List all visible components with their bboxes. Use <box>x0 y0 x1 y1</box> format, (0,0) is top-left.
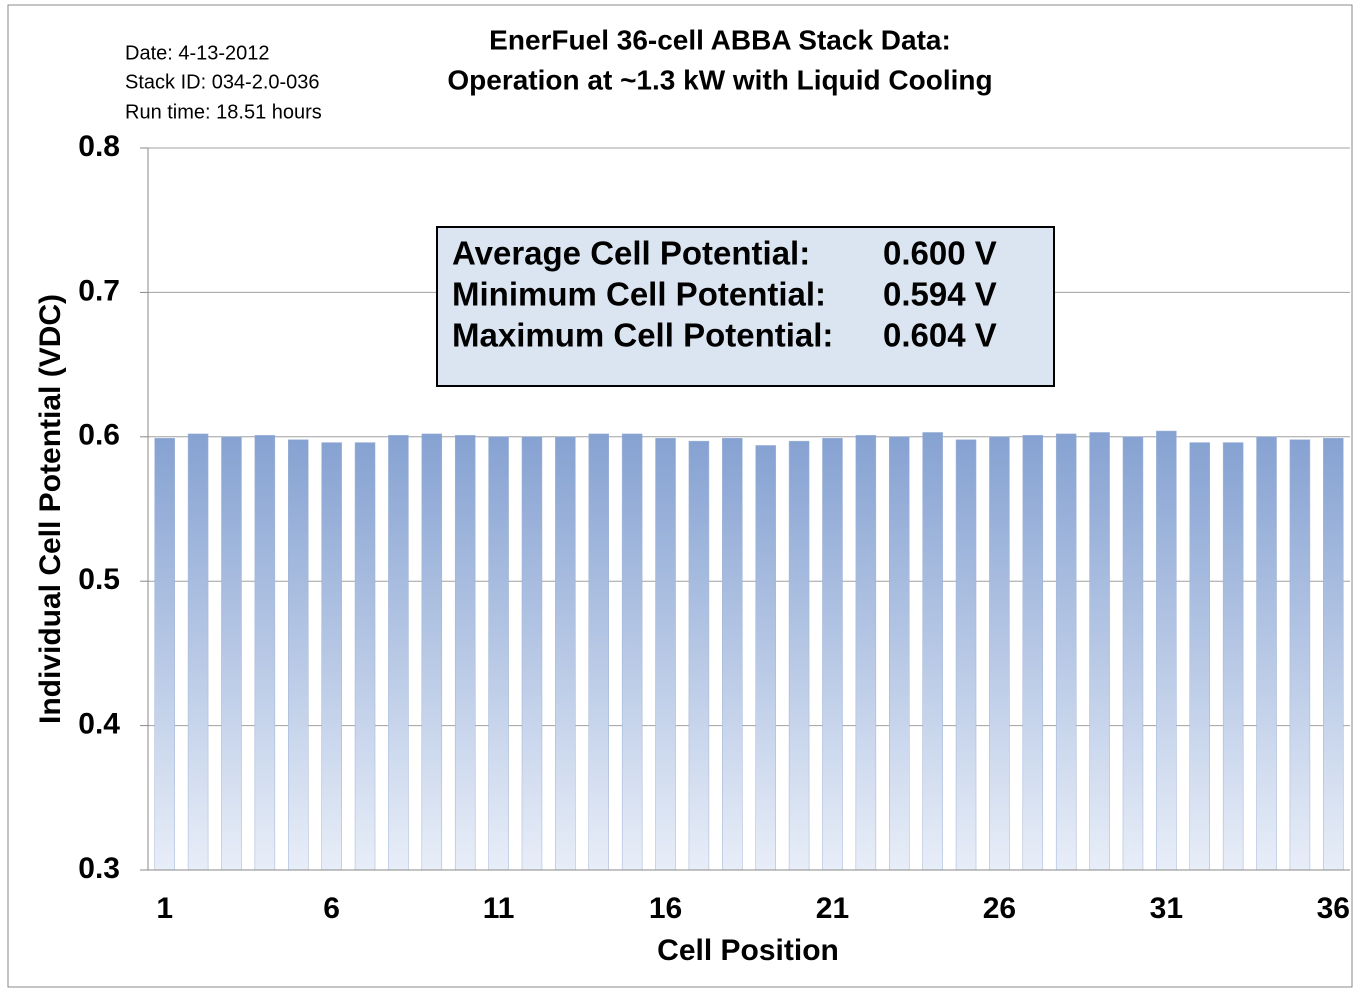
info-box-frame <box>436 226 1055 387</box>
bar <box>1156 430 1177 871</box>
bar <box>388 435 409 871</box>
bar <box>922 432 943 871</box>
x-axis-title: Cell Position <box>657 934 839 967</box>
x-tick-label: 11 <box>483 892 515 925</box>
y-tick-label: 0.6 <box>78 419 120 452</box>
info-label: Average Cell Potential: <box>452 235 810 272</box>
x-tick-label: 31 <box>1150 892 1183 925</box>
x-tick-label: 36 <box>1317 892 1350 925</box>
x-tick-label: 16 <box>649 892 682 925</box>
bar <box>454 435 476 871</box>
bar <box>1256 436 1277 871</box>
bar <box>521 436 543 871</box>
bar <box>955 439 977 871</box>
bar <box>1189 442 1210 871</box>
bar <box>588 433 609 871</box>
info-value: 0.604 V <box>883 317 997 354</box>
info-box: Average Cell Potential: 0.600 V Minimum Ce… <box>436 226 1055 387</box>
bar <box>288 439 309 871</box>
x-tick-label: 26 <box>983 892 1016 925</box>
bar <box>855 435 877 871</box>
bar <box>187 433 209 871</box>
bar <box>722 437 743 871</box>
x-tick-label: 21 <box>816 892 849 925</box>
bar <box>889 436 910 871</box>
info-value: 0.600 V <box>883 235 997 272</box>
y-axis-title: Individual Cell Potential (VDC) <box>34 294 67 724</box>
bar <box>1289 439 1311 871</box>
bar <box>822 437 843 871</box>
x-tick-label: 1 <box>156 892 173 925</box>
chart-border <box>7 4 1353 988</box>
bar <box>688 440 710 871</box>
plot-area: 0.30.40.50.60.70.81 6 11 16 21 26 31 36 <box>78 130 1350 925</box>
bar <box>1055 433 1077 871</box>
bar <box>488 436 509 871</box>
y-tick-label: 0.5 <box>78 563 120 596</box>
bar <box>1323 437 1344 871</box>
info-label: Maximum Cell Potential: <box>452 317 833 354</box>
bar <box>989 436 1010 871</box>
bar <box>788 440 810 871</box>
bar <box>221 436 242 871</box>
y-tick-label: 0.3 <box>78 852 120 885</box>
bar <box>1222 442 1244 871</box>
bar <box>1122 436 1144 871</box>
bar <box>154 437 175 871</box>
x-tick-label: 6 <box>323 892 340 925</box>
y-tick-label: 0.4 <box>78 708 120 741</box>
bar <box>1089 432 1110 871</box>
bar <box>621 433 643 871</box>
bar <box>421 433 443 871</box>
bar <box>555 436 576 871</box>
bar <box>755 445 776 871</box>
bar <box>655 437 676 871</box>
y-tick-label: 0.7 <box>78 274 120 307</box>
chart-title: EnerFuel 36-cell ABBA Stack Data: <box>489 24 951 55</box>
note: Date: 4-13-2012 <box>125 42 270 64</box>
bar <box>354 442 376 871</box>
info-value: 0.594 V <box>883 276 997 313</box>
bar <box>254 435 276 871</box>
note: Stack ID: 034-2.0-036 <box>125 71 320 93</box>
info-label: Minimum Cell Potential: <box>452 276 826 313</box>
bar <box>1022 435 1044 871</box>
chart-title: Operation at ~1.3 kW with Liquid Cooling <box>447 64 992 95</box>
y-tick-label: 0.8 <box>78 130 120 163</box>
bar <box>321 442 342 871</box>
note: Run time: 18.51 hours <box>125 101 322 123</box>
